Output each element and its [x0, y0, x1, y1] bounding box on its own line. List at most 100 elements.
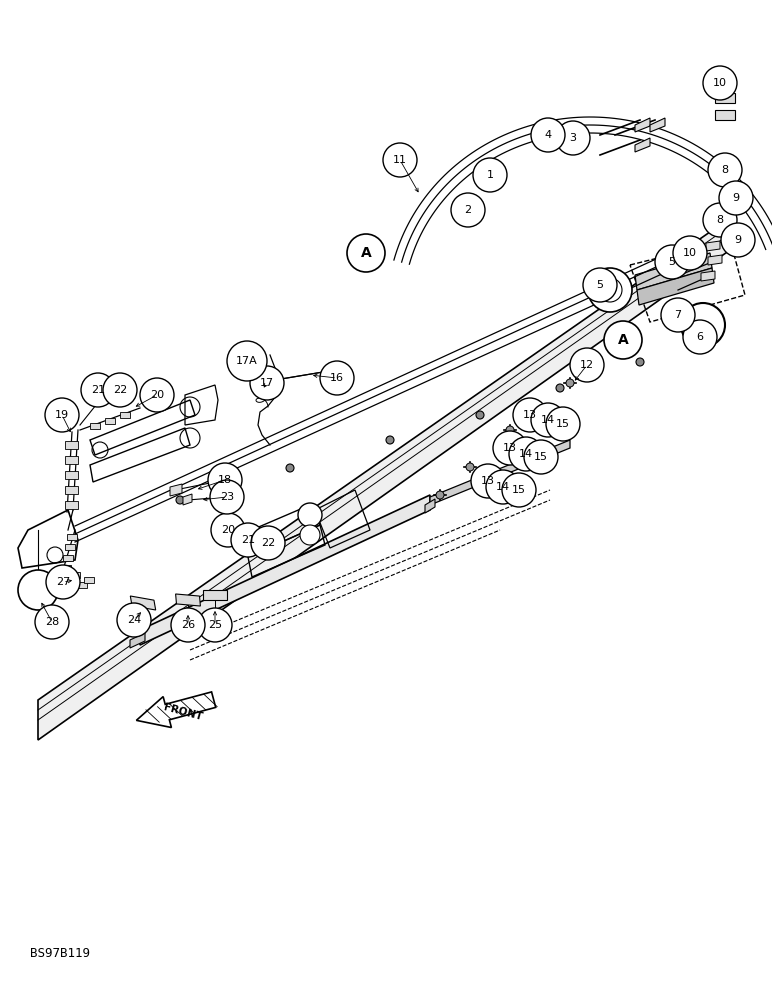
- Circle shape: [451, 193, 485, 227]
- Circle shape: [18, 570, 58, 610]
- Text: 20: 20: [221, 525, 235, 535]
- Circle shape: [513, 398, 547, 432]
- Circle shape: [502, 473, 536, 507]
- Circle shape: [566, 379, 574, 387]
- Polygon shape: [203, 590, 227, 600]
- Text: 22: 22: [113, 385, 127, 395]
- Polygon shape: [715, 77, 735, 87]
- Polygon shape: [635, 253, 712, 290]
- Text: 28: 28: [45, 617, 59, 627]
- Text: 14: 14: [519, 449, 533, 459]
- Polygon shape: [650, 118, 665, 132]
- Circle shape: [493, 431, 527, 465]
- Circle shape: [719, 181, 753, 215]
- Circle shape: [383, 143, 417, 177]
- Circle shape: [509, 437, 543, 471]
- Text: 26: 26: [181, 620, 195, 630]
- Polygon shape: [223, 529, 233, 537]
- Text: 25: 25: [208, 620, 222, 630]
- Text: 8: 8: [722, 165, 729, 175]
- Text: 17: 17: [260, 378, 274, 388]
- Polygon shape: [635, 138, 650, 152]
- Text: 21: 21: [241, 535, 255, 545]
- Text: FRONT: FRONT: [162, 702, 204, 722]
- Polygon shape: [65, 501, 78, 509]
- Polygon shape: [430, 440, 570, 505]
- Circle shape: [227, 341, 267, 381]
- Text: 3: 3: [570, 133, 577, 143]
- Circle shape: [721, 223, 755, 257]
- Circle shape: [604, 321, 642, 359]
- Circle shape: [176, 496, 184, 504]
- Polygon shape: [77, 582, 87, 588]
- Circle shape: [636, 358, 644, 366]
- Circle shape: [466, 463, 474, 471]
- Circle shape: [320, 361, 354, 395]
- Circle shape: [103, 373, 137, 407]
- Text: 16: 16: [330, 373, 344, 383]
- Polygon shape: [130, 633, 145, 648]
- Text: 13: 13: [523, 410, 537, 420]
- Circle shape: [250, 366, 284, 400]
- Circle shape: [35, 605, 69, 639]
- Text: 13: 13: [503, 443, 517, 453]
- Text: 24: 24: [127, 615, 141, 625]
- Circle shape: [46, 565, 80, 599]
- Text: 17A: 17A: [236, 356, 258, 366]
- Circle shape: [524, 440, 558, 474]
- Polygon shape: [65, 456, 78, 464]
- Circle shape: [231, 523, 265, 557]
- Circle shape: [210, 480, 244, 514]
- Polygon shape: [637, 268, 714, 305]
- Polygon shape: [425, 499, 435, 513]
- Text: 12: 12: [580, 360, 594, 370]
- Circle shape: [298, 503, 322, 527]
- Polygon shape: [635, 118, 650, 132]
- Polygon shape: [706, 241, 720, 251]
- Circle shape: [117, 603, 151, 637]
- Polygon shape: [715, 93, 735, 103]
- Text: A: A: [361, 246, 371, 260]
- Text: 15: 15: [534, 452, 548, 462]
- Circle shape: [655, 245, 689, 279]
- Polygon shape: [63, 555, 73, 561]
- Circle shape: [486, 470, 520, 504]
- Polygon shape: [65, 486, 78, 494]
- Text: 4: 4: [544, 130, 551, 140]
- Circle shape: [171, 608, 205, 642]
- Circle shape: [570, 348, 604, 382]
- Circle shape: [588, 268, 632, 312]
- Circle shape: [436, 491, 444, 499]
- Polygon shape: [105, 418, 115, 424]
- Circle shape: [211, 513, 245, 547]
- Text: BS97B119: BS97B119: [30, 947, 90, 960]
- Polygon shape: [715, 110, 735, 120]
- Text: 15: 15: [556, 419, 570, 429]
- Circle shape: [347, 234, 385, 272]
- Text: 9: 9: [733, 193, 740, 203]
- Text: 10: 10: [713, 78, 727, 88]
- Text: 19: 19: [55, 410, 69, 420]
- Text: 18: 18: [218, 475, 232, 485]
- Circle shape: [286, 464, 294, 472]
- Text: 8: 8: [716, 215, 723, 225]
- Circle shape: [661, 298, 695, 332]
- Text: A: A: [618, 333, 628, 347]
- Text: 14: 14: [496, 482, 510, 492]
- Circle shape: [476, 411, 484, 419]
- Text: 13: 13: [481, 476, 495, 486]
- Polygon shape: [91, 393, 103, 400]
- Circle shape: [673, 236, 707, 270]
- Text: 27: 27: [56, 577, 70, 587]
- Circle shape: [681, 303, 725, 347]
- Polygon shape: [701, 271, 715, 281]
- Text: 23: 23: [220, 492, 234, 502]
- Polygon shape: [67, 534, 77, 540]
- Circle shape: [300, 525, 320, 545]
- Polygon shape: [61, 565, 71, 571]
- Circle shape: [251, 526, 285, 560]
- Text: 5: 5: [597, 280, 604, 290]
- Polygon shape: [140, 495, 430, 645]
- Circle shape: [703, 66, 737, 100]
- Circle shape: [703, 203, 737, 237]
